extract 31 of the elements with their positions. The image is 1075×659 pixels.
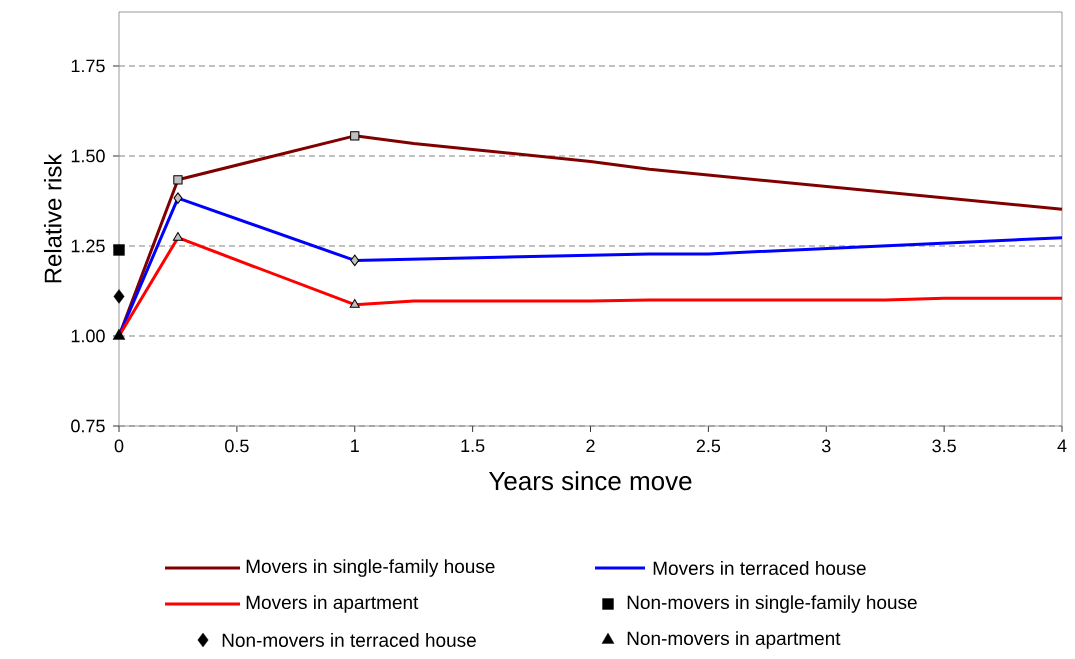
point <box>113 244 125 256</box>
y-axis-title: Relative risk <box>43 153 62 283</box>
x-tick-label: 2.5 <box>696 439 721 453</box>
y-tick-label: 1.25 <box>71 239 105 253</box>
point <box>349 298 360 308</box>
legend-label: Movers in terraced house <box>653 561 866 575</box>
point <box>350 131 360 141</box>
x-tick-label: 3 <box>821 439 831 453</box>
x-tick-label: 3.5 <box>932 439 956 453</box>
x-tick-label: 0.5 <box>225 439 249 453</box>
point <box>173 175 183 185</box>
x-tick-label: 1 <box>351 439 359 452</box>
x-tick-label: 0 <box>114 439 124 453</box>
point <box>112 328 126 340</box>
legend-label: Non-movers in single-family house <box>627 595 917 613</box>
x-tick-label: 1.5 <box>461 439 485 453</box>
x-tick-label: 2 <box>586 439 595 453</box>
point <box>172 231 183 241</box>
legend-label: Movers in single-family house <box>246 559 495 577</box>
x-tick-label: 4 <box>1057 439 1067 452</box>
y-tick-label: 1.75 <box>71 59 105 73</box>
x-axis-title: Years since move <box>488 471 692 491</box>
point <box>173 192 183 204</box>
point <box>350 254 360 267</box>
y-tick-label: 1.00 <box>71 329 105 343</box>
legend-label: Non-movers in terraced house <box>222 633 476 647</box>
legend-label: Non-movers in apartment <box>627 631 841 649</box>
y-tick-label: 0.75 <box>71 419 105 433</box>
legend-label: Movers in apartment <box>246 595 419 613</box>
y-tick-label: 1.50 <box>71 149 105 163</box>
point <box>113 289 125 304</box>
